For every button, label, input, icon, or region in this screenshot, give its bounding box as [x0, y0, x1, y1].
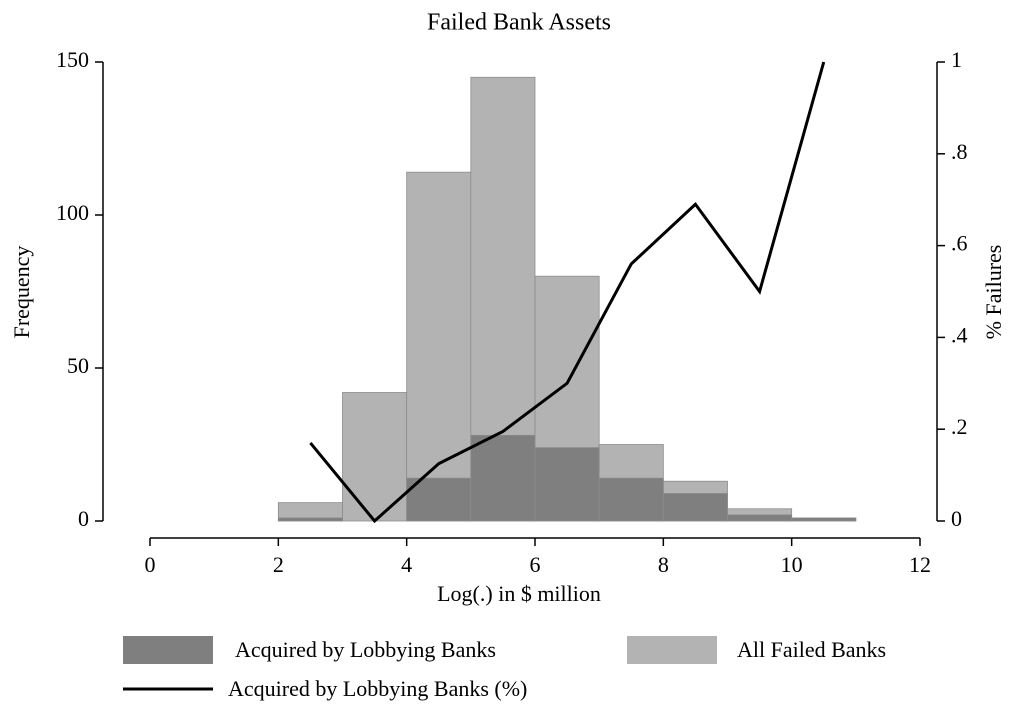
y-tick-label: 150 [56, 47, 89, 72]
bar [406, 171, 472, 522]
bar [277, 517, 343, 522]
bar [598, 477, 664, 522]
x-tick-label: 0 [145, 552, 156, 577]
x-tick-label: 12 [909, 552, 931, 577]
bar [791, 517, 857, 522]
bar [534, 447, 600, 522]
y-tick-label: 50 [67, 353, 89, 378]
y-tick-label: 0 [78, 506, 89, 531]
y2-tick-label: 1 [951, 47, 962, 72]
legend-swatch [627, 636, 717, 664]
y2-tick-label: .2 [951, 414, 968, 439]
y2-tick-label: 0 [951, 506, 962, 531]
y2-tick-label: .8 [951, 139, 968, 164]
y2-tick-label: .6 [951, 231, 968, 256]
legend-label: Acquired by Lobbying Banks (%) [228, 676, 527, 701]
bar [406, 477, 472, 522]
y-axis-label: Frequency [9, 246, 34, 339]
bar [470, 434, 536, 522]
y2-axis-label: % Failures [981, 245, 1006, 340]
legend-label: All Failed Banks [737, 637, 886, 662]
legend-swatch [123, 636, 213, 664]
x-tick-label: 8 [658, 552, 669, 577]
bar [342, 392, 408, 522]
chart-title: Failed Bank Assets [427, 10, 611, 36]
legend-label: Acquired by Lobbying Banks [235, 637, 496, 662]
x-axis-label: Log(.) in $ million [437, 581, 601, 606]
bar [662, 493, 728, 522]
y2-tick-label: .4 [951, 322, 968, 347]
line [309, 61, 826, 524]
x-tick-label: 6 [530, 552, 541, 577]
x-tick-label: 2 [273, 552, 284, 577]
y-tick-label: 100 [56, 200, 89, 225]
bar [727, 514, 793, 522]
x-tick-label: 10 [781, 552, 803, 577]
x-tick-label: 4 [401, 552, 412, 577]
